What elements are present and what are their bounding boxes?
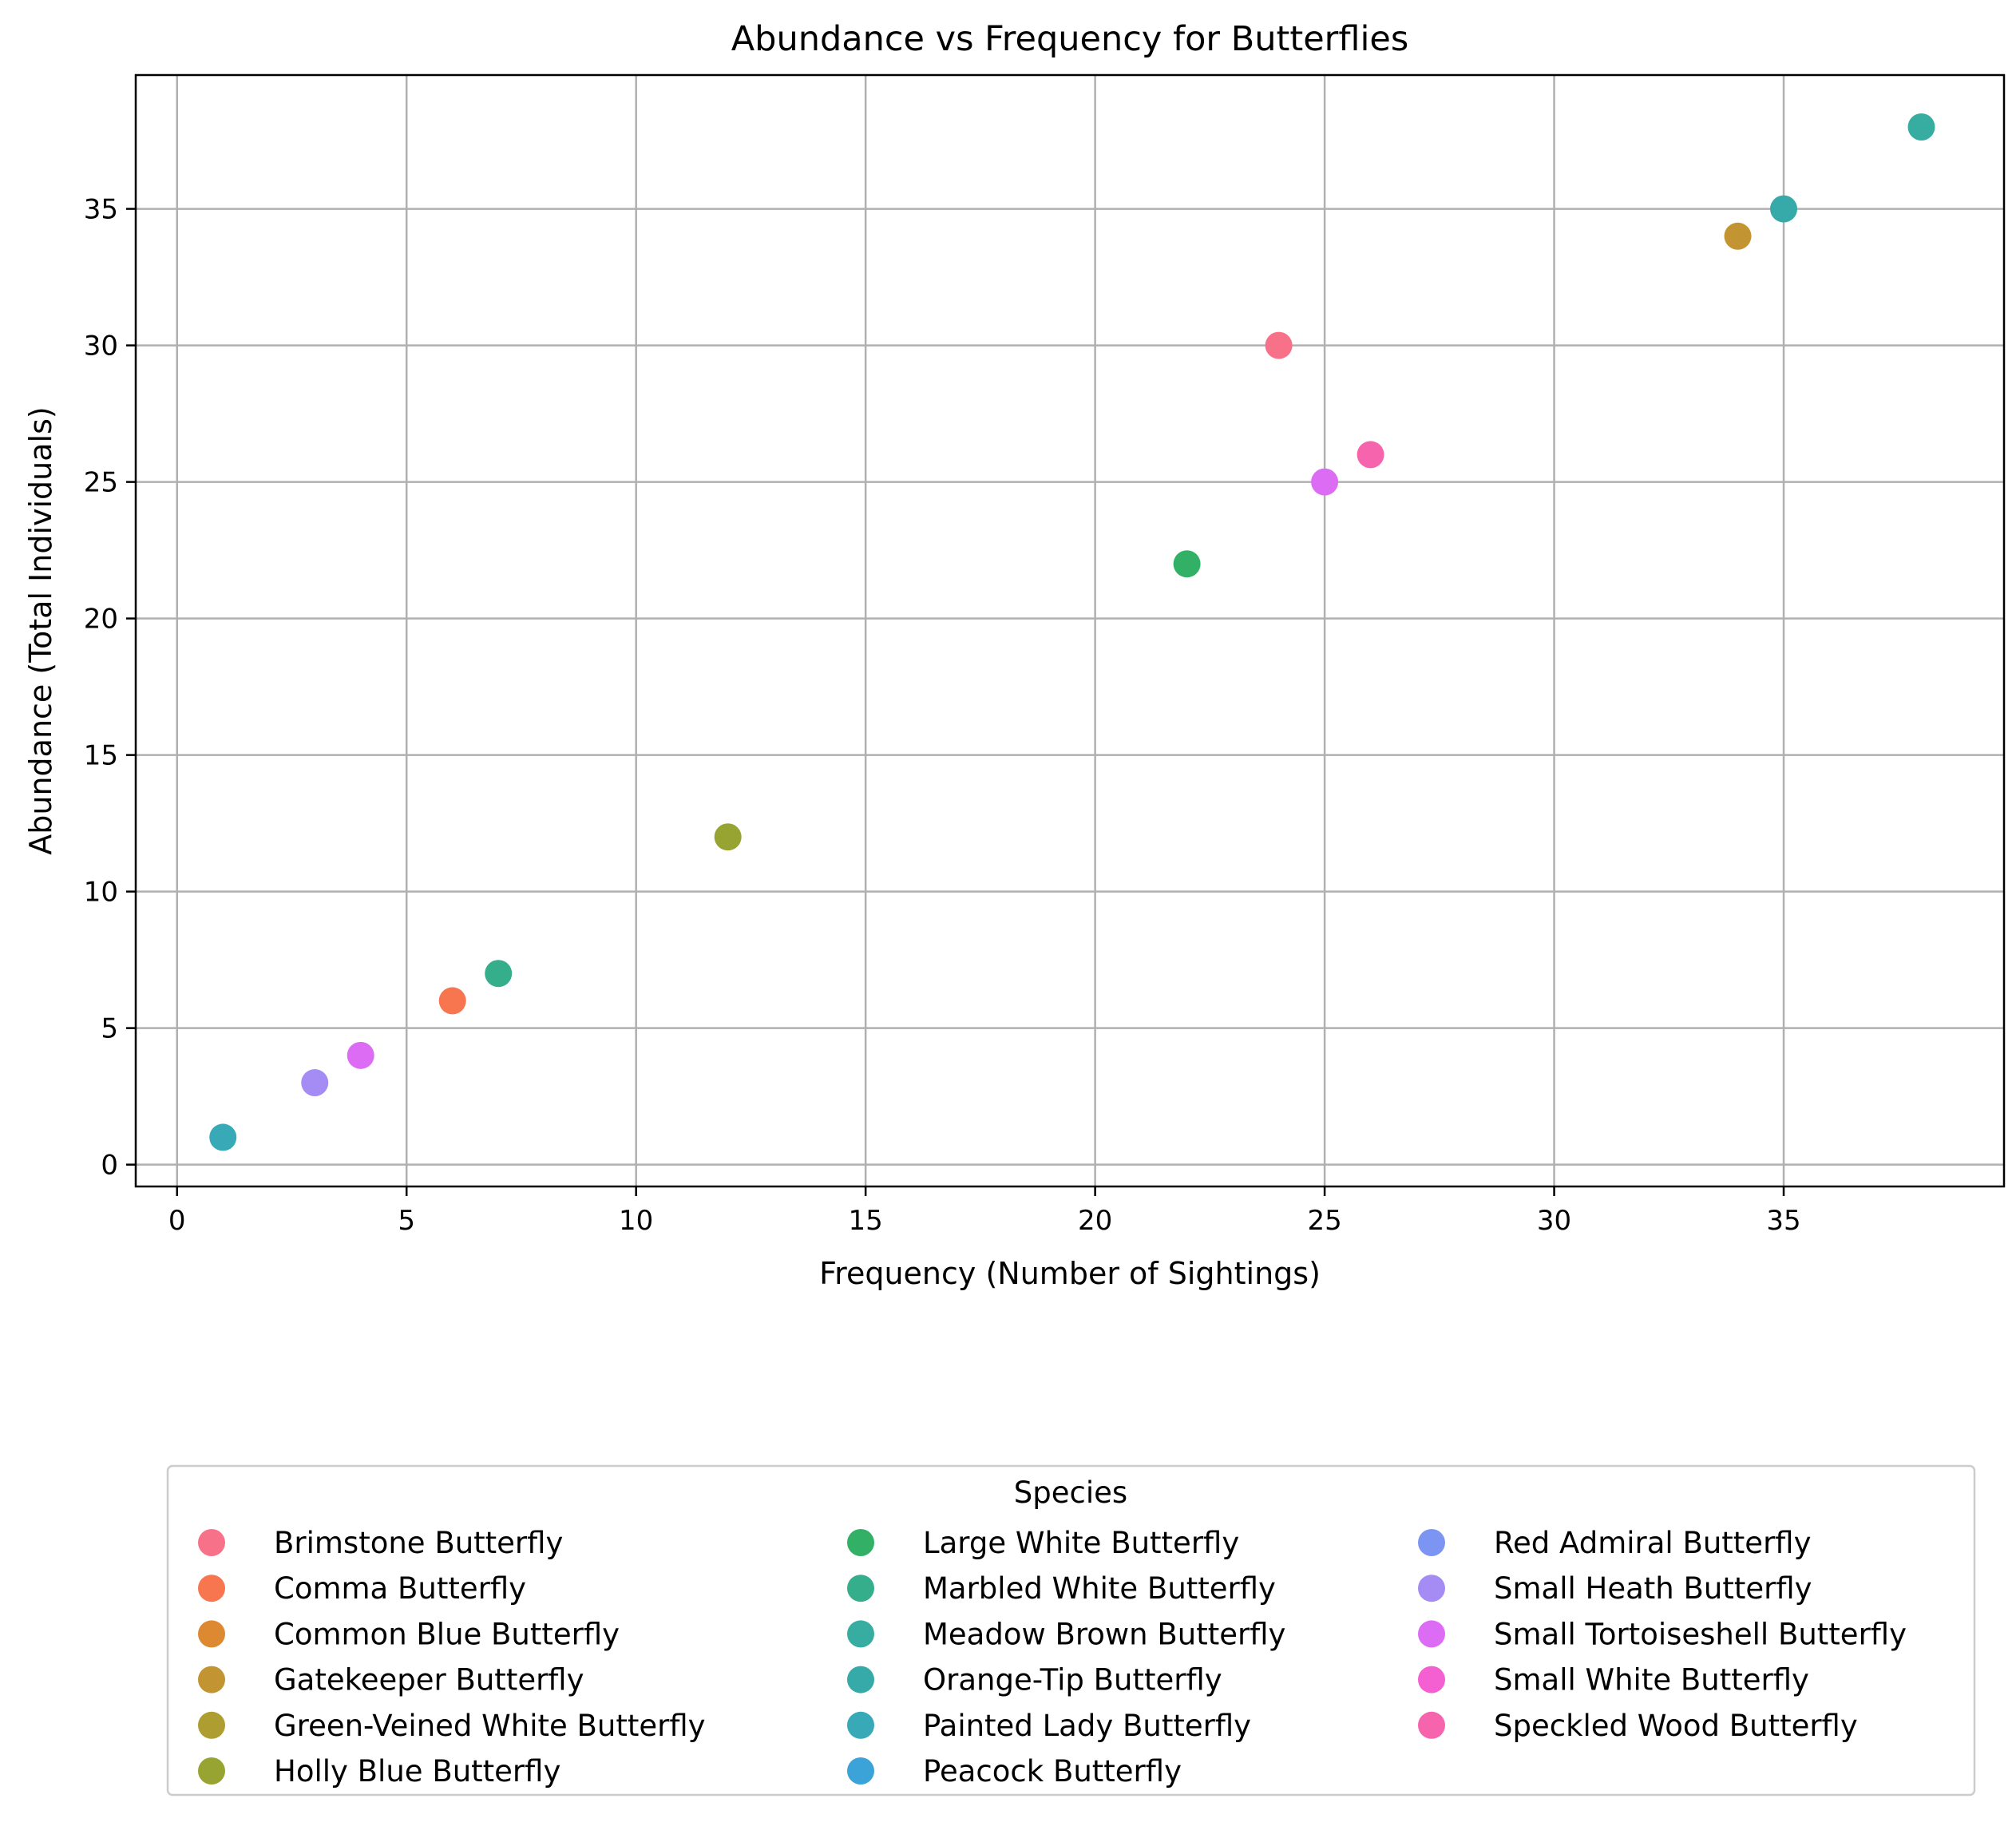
data-point: [1173, 550, 1201, 578]
legend-entries: Brimstone Butterfly Comma Butterfly Common…: [198, 1526, 1907, 1789]
legend-box: [166, 1464, 1976, 1796]
legend-item: Small Heath Butterfly: [1418, 1571, 1812, 1606]
legend-item: Meadow Brown Butterfly: [847, 1617, 1285, 1651]
legend-marker: [1418, 1529, 1445, 1556]
legend-item: Green-Veined White Butterfly: [198, 1709, 706, 1743]
legend-marker: [198, 1711, 225, 1739]
legend-label: Marbled White Butterfly: [923, 1571, 1276, 1606]
legend-item: Painted Lady Butterfly: [847, 1709, 1251, 1743]
legend-marker: [847, 1711, 874, 1739]
legend-label: Small Tortoiseshell Butterfly: [1494, 1617, 1907, 1651]
plot-frame: [134, 73, 2006, 1188]
legend-label: Common Blue Butterfly: [274, 1617, 620, 1651]
legend-item: Large White Butterfly: [847, 1526, 1239, 1560]
data-point: [347, 1041, 374, 1069]
data-points: [209, 113, 1935, 1151]
legend-label: Brimstone Butterfly: [274, 1526, 563, 1560]
legend-label: Red Admiral Butterfly: [1494, 1526, 1811, 1560]
y-tick-label: 35: [84, 194, 118, 226]
axis-ticks: 0 5 10 15 20 25 30 35 0 5 10 15 20 25 30 35: [84, 194, 1801, 1237]
x-tick-label: 35: [1766, 1205, 1800, 1237]
grid: [136, 75, 2004, 1186]
legend-label: Painted Lady Butterfly: [923, 1709, 1251, 1743]
legend-label: Comma Butterfly: [274, 1571, 526, 1606]
data-point: [301, 1069, 329, 1097]
legend-marker: [847, 1757, 874, 1785]
legend-item: Red Admiral Butterfly: [1418, 1526, 1811, 1560]
x-tick-label: 15: [849, 1205, 883, 1237]
chart-title: Abundance vs Frequency for Butterflies: [731, 19, 1409, 59]
data-point: [1265, 331, 1293, 359]
legend-marker: [198, 1620, 225, 1648]
legend-item: Marbled White Butterfly: [847, 1571, 1276, 1606]
data-point: [1907, 113, 1935, 141]
legend-marker: [1418, 1711, 1445, 1739]
legend-item: Brimstone Butterfly: [198, 1526, 563, 1560]
legend-item: Speckled Wood Butterfly: [1418, 1709, 1858, 1743]
legend-item: Holly Blue Butterfly: [198, 1754, 560, 1789]
x-axis-label: Frequency (Number of Sightings): [819, 1256, 1321, 1291]
legend-label: Holly Blue Butterfly: [274, 1754, 560, 1789]
legend-marker: [1418, 1620, 1445, 1648]
y-tick-label: 25: [84, 467, 118, 499]
legend-item: Common Blue Butterfly: [198, 1617, 620, 1651]
y-tick-label: 20: [84, 604, 118, 636]
legend-label: Peacock Butterfly: [923, 1754, 1182, 1789]
data-point: [438, 987, 466, 1015]
y-axis-label: Abundance (Total Individuals): [23, 406, 58, 854]
legend-marker: [847, 1620, 874, 1648]
data-point: [1770, 195, 1798, 223]
y-tick-label: 0: [101, 1150, 118, 1182]
legend-label: Small Heath Butterfly: [1494, 1571, 1812, 1606]
legend-label: Gatekeeper Butterfly: [274, 1663, 584, 1697]
data-point: [1357, 441, 1384, 469]
legend: Species Brimstone Butterfly Comma Butterf…: [166, 1464, 1976, 1796]
x-tick-label: 25: [1307, 1205, 1341, 1237]
legend-label: Orange-Tip Butterfly: [923, 1663, 1222, 1697]
legend-item: Small White Butterfly: [1418, 1663, 1809, 1697]
data-point: [1311, 468, 1339, 496]
x-tick-label: 20: [1078, 1205, 1112, 1237]
legend-title: Species: [1014, 1476, 1127, 1510]
y-tick-label: 5: [101, 1013, 118, 1045]
y-tick-label: 10: [84, 877, 118, 909]
x-tick-label: 0: [168, 1205, 186, 1237]
data-point: [714, 823, 742, 851]
x-tick-label: 10: [619, 1205, 653, 1237]
legend-marker: [1418, 1666, 1445, 1693]
legend-label: Green-Veined White Butterfly: [274, 1709, 706, 1743]
y-tick-label: 30: [84, 331, 118, 362]
legend-marker: [1418, 1575, 1445, 1602]
legend-item: Comma Butterfly: [198, 1571, 526, 1606]
legend-item: Orange-Tip Butterfly: [847, 1663, 1222, 1697]
legend-label: Speckled Wood Butterfly: [1494, 1709, 1858, 1743]
data-point: [209, 1123, 237, 1151]
legend-marker: [198, 1666, 225, 1693]
legend-marker: [198, 1757, 225, 1785]
legend-label: Small White Butterfly: [1494, 1663, 1809, 1697]
y-tick-label: 15: [84, 740, 118, 772]
x-tick-label: 30: [1537, 1205, 1571, 1237]
legend-marker: [847, 1666, 874, 1693]
x-tick-label: 5: [398, 1205, 415, 1237]
legend-label: Large White Butterfly: [923, 1526, 1239, 1560]
legend-item: Peacock Butterfly: [847, 1754, 1182, 1789]
data-point: [1724, 222, 1752, 250]
legend-item: Small Tortoiseshell Butterfly: [1418, 1617, 1907, 1651]
data-point: [485, 960, 513, 988]
legend-label: Meadow Brown Butterfly: [923, 1617, 1285, 1651]
legend-marker: [847, 1529, 874, 1556]
legend-marker: [198, 1529, 225, 1556]
legend-marker: [847, 1575, 874, 1602]
legend-marker: [198, 1575, 225, 1602]
legend-item: Gatekeeper Butterfly: [198, 1663, 584, 1697]
